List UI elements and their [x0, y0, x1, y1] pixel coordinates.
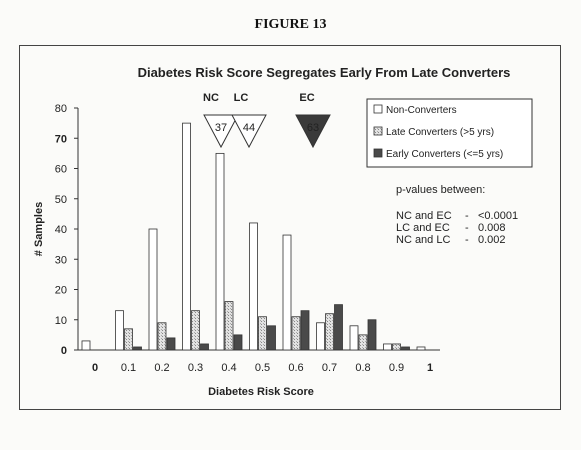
bar-early-converters-5-yrs — [367, 319, 377, 351]
bar-early-converters-5-yrs — [133, 346, 142, 351]
bar-non-converters — [416, 346, 426, 351]
bar-non-converters — [182, 122, 191, 351]
p-value-sep: - — [465, 234, 469, 246]
bar-early-converters-5-yrs — [300, 310, 310, 351]
x-tick-label: 0.8 — [355, 362, 370, 374]
bars — [81, 122, 426, 351]
bar-late-converters-5-yrs — [325, 313, 334, 351]
bar-late-converters-5-yrs — [392, 343, 401, 351]
marker-label-lc: LC — [234, 92, 249, 104]
x-tick-label: 1 — [427, 362, 433, 374]
bar-non-converters — [148, 228, 158, 351]
legend-swatch — [373, 126, 383, 136]
marker-value-nc: 37 — [215, 122, 227, 134]
bar-early-converters-5-yrs — [233, 334, 243, 351]
y-tick-label: 10 — [55, 315, 67, 327]
y-tick-label: 0 — [61, 345, 67, 357]
marker-triangle-lc — [231, 114, 267, 149]
y-tick-label: 30 — [55, 254, 67, 266]
p-values-annotation: p-values between: NC and EC - <0.0001 LC an… — [396, 184, 518, 246]
p-value-sep: - — [465, 222, 469, 234]
bar-non-converters — [349, 325, 359, 351]
legend-swatch — [373, 104, 383, 114]
x-tick-label: 0.1 — [121, 362, 136, 374]
marker-value-lc: 44 — [243, 122, 255, 134]
p-value-pair: NC and LC — [396, 234, 450, 246]
x-tick-label: 0.2 — [154, 362, 169, 374]
x-tick-label: 0.7 — [322, 362, 337, 374]
bar-late-converters-5-yrs — [191, 310, 200, 351]
legend: Non-Converters Late Converters (>5 yrs) Ea… — [366, 98, 533, 168]
x-tick-label: 0 — [92, 362, 98, 374]
bar-non-converters — [282, 234, 292, 351]
x-tick-label: 0.4 — [221, 362, 236, 374]
marker-triangle-ec — [295, 114, 331, 149]
bar-early-converters-5-yrs — [200, 343, 209, 351]
legend-entry: Late Converters (>5 yrs) — [386, 127, 494, 138]
marker-label-nc: NC — [203, 92, 219, 104]
p-value: <0.0001 — [478, 210, 518, 222]
bar-non-converters — [215, 152, 225, 351]
bar-non-converters — [115, 310, 124, 351]
p-value-sep: - — [465, 210, 469, 222]
p-value-pair: NC and EC — [396, 210, 452, 222]
chart-title: Diabetes Risk Score Segregates Early Fro… — [138, 65, 511, 80]
marker-triangle-nc — [203, 114, 239, 149]
legend-entry: Early Converters (<=5 yrs) — [386, 149, 503, 160]
bar-non-converters — [249, 222, 258, 351]
bar-non-converters — [383, 343, 392, 351]
y-tick-label: 80 — [55, 103, 67, 115]
legend-entry: Non-Converters — [386, 105, 457, 116]
bar-late-converters-5-yrs — [258, 316, 267, 351]
bar-non-converters — [81, 340, 91, 351]
figure-label: FIGURE 13 — [254, 17, 327, 32]
bar-early-converters-5-yrs — [334, 304, 343, 351]
bar-early-converters-5-yrs — [401, 346, 410, 351]
x-tick-label: 0.6 — [288, 362, 303, 374]
y-tick-label: 20 — [55, 285, 67, 297]
x-ticks: 0 0.1 0.2 0.3 0.4 0.5 0.6 0.7 0.8 0.9 1 — [92, 362, 433, 374]
bar-early-converters-5-yrs — [166, 337, 176, 351]
y-tick-label: 70 — [55, 133, 67, 145]
y-ticks: 0 10 20 30 40 50 60 70 80 — [55, 103, 78, 357]
p-value: 0.008 — [478, 222, 506, 234]
bar-non-converters — [316, 322, 325, 351]
x-axis-label: Diabetes Risk Score — [208, 386, 314, 398]
y-tick-label: 60 — [55, 164, 67, 176]
marker-label-ec: EC — [299, 92, 314, 104]
median-markers: NC 37 LC 44 EC 63 — [203, 92, 331, 149]
bar-late-converters-5-yrs — [291, 316, 301, 351]
legend-box — [366, 98, 533, 168]
x-tick-label: 0.9 — [389, 362, 404, 374]
x-tick-label: 0.5 — [255, 362, 270, 374]
p-values-heading: p-values between: — [396, 184, 485, 196]
y-tick-label: 40 — [55, 224, 67, 236]
p-value-pair: LC and EC — [396, 222, 450, 234]
y-axis-label: # Samples — [33, 202, 45, 256]
x-tick-label: 0.3 — [188, 362, 203, 374]
bar-late-converters-5-yrs — [124, 328, 133, 351]
legend-swatch — [373, 148, 383, 158]
bar-early-converters-5-yrs — [267, 325, 276, 351]
bar-late-converters-5-yrs — [157, 322, 167, 351]
p-value: 0.002 — [478, 234, 506, 246]
bar-late-converters-5-yrs — [358, 334, 368, 351]
marker-value-ec: 63 — [307, 122, 319, 134]
bar-late-converters-5-yrs — [224, 301, 234, 351]
y-tick-label: 50 — [55, 194, 67, 206]
